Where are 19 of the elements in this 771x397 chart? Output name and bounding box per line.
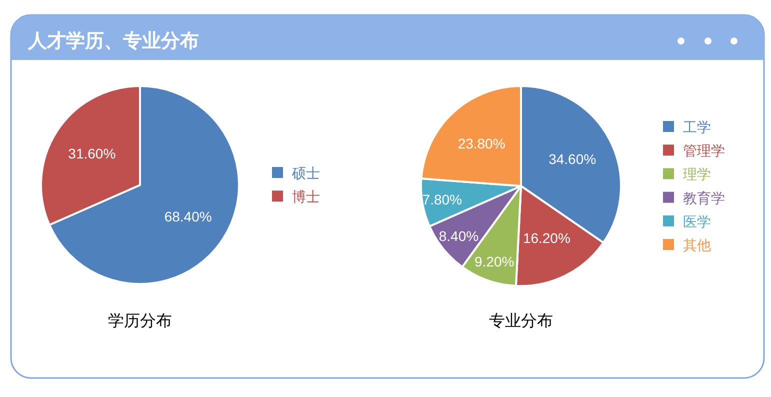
data-label: 23.80% bbox=[458, 135, 506, 152]
text: 人才学历、专业分布 bbox=[27, 30, 199, 52]
text: 学历分布 bbox=[108, 312, 172, 330]
legend-label: 其他 bbox=[683, 237, 711, 253]
data-label: 16.20% bbox=[522, 230, 570, 246]
legend-label: 博士 bbox=[292, 188, 320, 205]
legend-label: 教育学 bbox=[683, 190, 725, 206]
legend-label: 理学 bbox=[683, 166, 711, 182]
data-label: 68.40% bbox=[164, 208, 212, 224]
data-label: 34.60% bbox=[548, 151, 596, 168]
data-label: 9.20% bbox=[474, 253, 514, 270]
legend-label: 管理学 bbox=[683, 142, 725, 159]
legend-label: 硕士 bbox=[291, 165, 320, 181]
text: 专业分布 bbox=[489, 312, 553, 330]
legend-label: 医学 bbox=[683, 213, 711, 230]
legend-label: 工学 bbox=[683, 119, 711, 135]
data-label: 8.40% bbox=[438, 228, 479, 244]
data-label: 7.80% bbox=[422, 192, 462, 208]
data-label: 31.60% bbox=[68, 146, 116, 162]
